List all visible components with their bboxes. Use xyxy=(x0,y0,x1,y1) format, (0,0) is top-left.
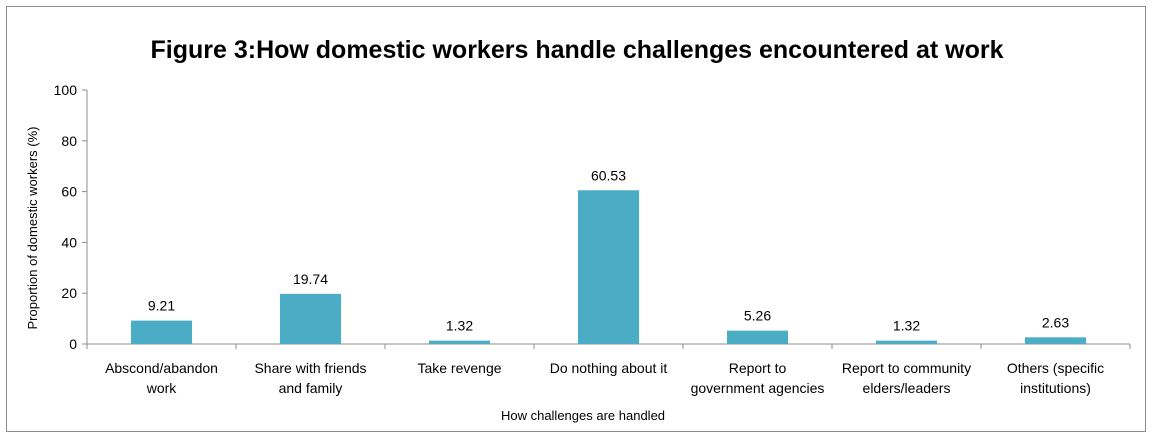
bar xyxy=(875,340,938,344)
category-label: Report to xyxy=(729,360,787,376)
bar xyxy=(130,320,193,344)
data-label: 19.74 xyxy=(293,271,328,287)
data-label: 2.63 xyxy=(1042,314,1069,330)
y-axis-label: Proportion of domestic workers (%) xyxy=(25,126,40,329)
data-label: 60.53 xyxy=(591,167,626,183)
chart-title: Figure 3:How domestic workers handle cha… xyxy=(151,36,1004,64)
category-label: elders/leaders xyxy=(863,380,951,396)
y-tick-label: 40 xyxy=(61,234,77,250)
y-tick-label: 80 xyxy=(61,133,77,149)
data-label: 1.32 xyxy=(893,318,920,334)
y-tick-label: 20 xyxy=(61,285,77,301)
data-label: 9.21 xyxy=(148,298,175,314)
chart-frame xyxy=(6,6,1146,432)
category-label: Take revenge xyxy=(417,360,501,376)
plot-area: 0 20 40 60 80 100 9.21 Abscond/abandon work 19.74… xyxy=(54,82,1131,396)
category-label: Report to community xyxy=(842,360,971,376)
y-tick-label: 100 xyxy=(54,82,78,98)
data-label: 1.32 xyxy=(446,318,473,334)
category-label: Others (specific xyxy=(1007,360,1104,376)
category-label: and family xyxy=(279,380,343,396)
category-label: government agencies xyxy=(691,380,825,396)
bar xyxy=(279,293,342,344)
y-tick-label: 0 xyxy=(69,336,77,352)
bar xyxy=(577,190,640,344)
bar xyxy=(428,340,491,344)
category-label: institutions) xyxy=(1020,380,1091,396)
data-label: 5.26 xyxy=(744,308,771,324)
category-label: Do nothing about it xyxy=(550,360,668,376)
x-axis-label: How challenges are handled xyxy=(501,408,665,423)
category-label: Abscond/abandon xyxy=(105,360,218,376)
category-label: Share with friends xyxy=(254,360,366,376)
bar xyxy=(1024,337,1087,344)
bar xyxy=(726,330,789,344)
y-tick-label: 60 xyxy=(61,184,77,200)
category-label: work xyxy=(146,380,178,396)
